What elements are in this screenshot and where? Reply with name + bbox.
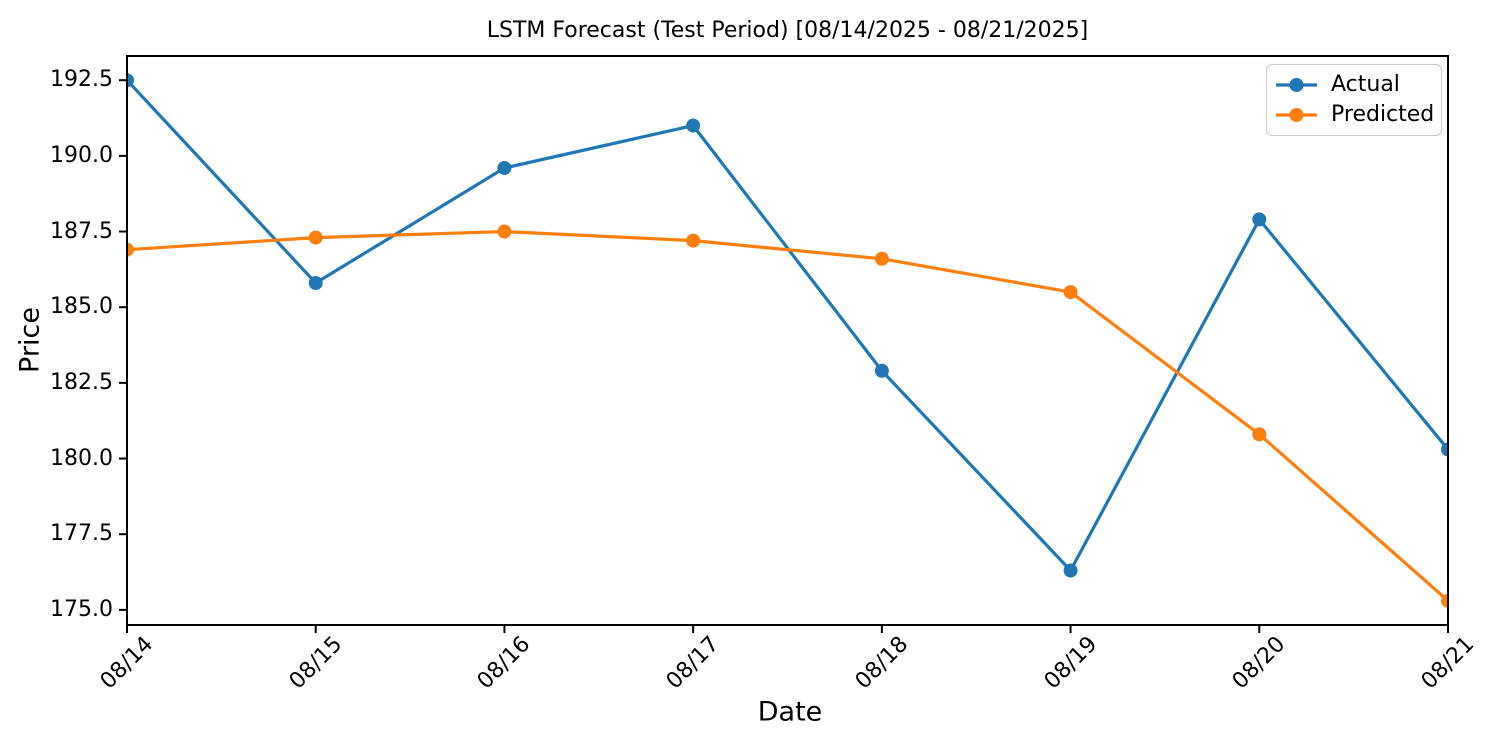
y-tick-label: 180.0 [50, 445, 113, 471]
data-point-actual [686, 118, 701, 133]
y-tick-label: 175.0 [50, 596, 113, 622]
data-point-actual [1252, 212, 1267, 227]
data-point-actual [127, 73, 134, 88]
data-point-actual [308, 275, 323, 290]
y-tick-label: 177.5 [50, 521, 113, 547]
legend-line-marker-predicted-icon [1276, 108, 1317, 122]
data-point-predicted [497, 224, 512, 239]
legend-label-predicted: Predicted [1331, 102, 1435, 127]
x-axis-label: Date [757, 696, 823, 728]
data-point-predicted [874, 251, 889, 266]
legend-label-actual: Actual [1331, 72, 1400, 97]
data-point-predicted [1441, 593, 1448, 608]
data-point-predicted [1063, 285, 1078, 300]
data-point-actual [874, 363, 889, 378]
y-tick-label: 187.5 [50, 218, 113, 244]
data-point-predicted [686, 233, 701, 248]
y-tick-label: 190.0 [50, 142, 113, 168]
data-point-predicted [127, 242, 134, 257]
y-tick-label: 182.5 [50, 369, 113, 395]
data-point-actual [1441, 442, 1448, 457]
legend-item-actual: Actual [1275, 70, 1435, 100]
series-line-predicted [127, 229, 1448, 602]
data-point-predicted [1252, 427, 1267, 442]
data-point-actual [1063, 563, 1078, 578]
y-tick-label: 192.5 [50, 67, 113, 93]
axes-frame [126, 55, 1449, 626]
series-line-actual [127, 79, 1448, 573]
y-tick-label: 185.0 [50, 294, 113, 320]
legend-item-predicted: Predicted [1275, 100, 1435, 130]
legend: Actual Predicted [1266, 64, 1442, 136]
data-point-actual [497, 160, 512, 175]
legend-line-marker-actual-icon [1276, 78, 1317, 92]
chart-title: LSTM Forecast (Test Period) [08/14/2025 … [486, 18, 1089, 43]
data-point-predicted [308, 230, 323, 245]
